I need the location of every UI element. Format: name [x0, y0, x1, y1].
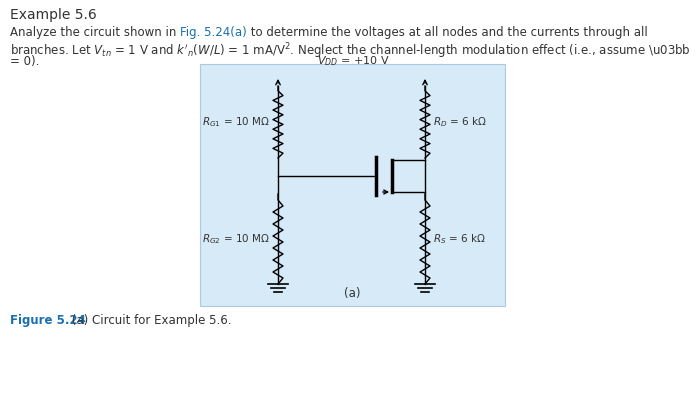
- Text: $V_{DD}$ = +10 V: $V_{DD}$ = +10 V: [317, 54, 390, 68]
- Text: Fig. 5.24(a): Fig. 5.24(a): [180, 26, 247, 39]
- Text: $R_{G2}$ = 10 MΩ: $R_{G2}$ = 10 MΩ: [202, 232, 270, 246]
- Text: Example 5.6: Example 5.6: [10, 8, 97, 22]
- Text: (a) Circuit for Example 5.6.: (a) Circuit for Example 5.6.: [68, 314, 232, 327]
- Text: Figure 5.24: Figure 5.24: [10, 314, 86, 327]
- Text: Analyze the circuit shown in: Analyze the circuit shown in: [10, 26, 180, 39]
- Text: $R_S$ = 6 kΩ: $R_S$ = 6 kΩ: [433, 232, 486, 246]
- Text: = 0).: = 0).: [10, 55, 39, 68]
- Text: branches. Let $V_{tn}$ = 1 V and $k'_n(W/L)$ = 1 mA/V$^2$. Neglect the channel-l: branches. Let $V_{tn}$ = 1 V and $k'_n(W…: [10, 41, 691, 61]
- Text: (a): (a): [344, 287, 360, 300]
- Text: $R_D$ = 6 kΩ: $R_D$ = 6 kΩ: [433, 115, 486, 129]
- Bar: [200, 64, 505, 306]
- Text: to determine the voltages at all nodes and the currents through all: to determine the voltages at all nodes a…: [247, 26, 648, 39]
- Text: $R_{G1}$ = 10 MΩ: $R_{G1}$ = 10 MΩ: [202, 115, 270, 129]
